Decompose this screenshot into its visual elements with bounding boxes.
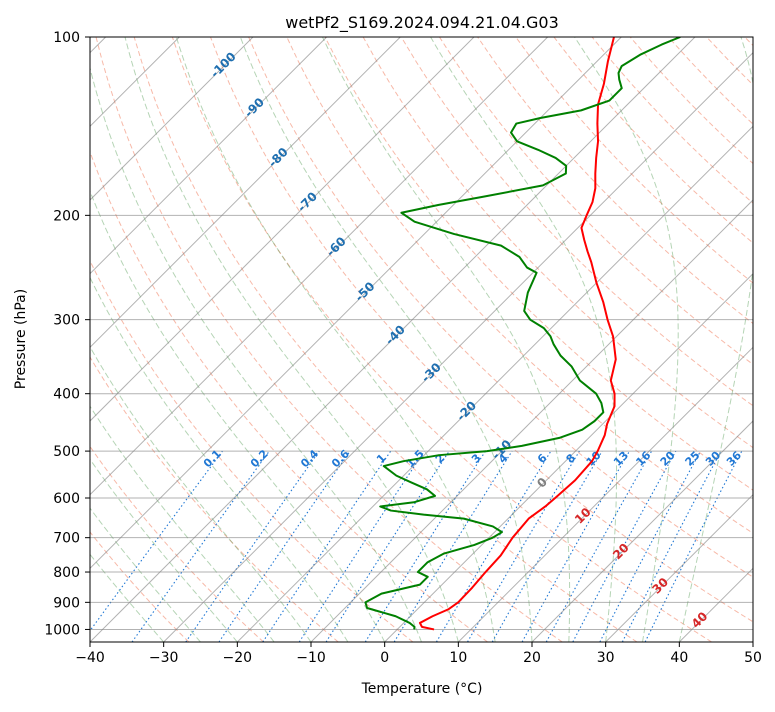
x-tick-label: −10	[296, 650, 326, 666]
x-tick-label: 0	[380, 650, 389, 666]
y-tick-label: 600	[53, 491, 80, 507]
y-tick-label: 200	[53, 208, 80, 224]
y-tick-label: 300	[53, 313, 80, 329]
x-axis-label: Temperature (°C)	[361, 681, 483, 697]
x-tick-label: 30	[597, 650, 615, 666]
x-tick-label: 20	[523, 650, 541, 666]
y-tick-label: 400	[53, 387, 80, 403]
x-tick-label: 40	[670, 650, 688, 666]
x-tick-label: 10	[449, 650, 467, 666]
y-axis-label: Pressure (hPa)	[13, 289, 29, 389]
x-tick-label: −20	[223, 650, 253, 666]
y-tick-label: 700	[53, 531, 80, 547]
y-tick-label: 1000	[44, 622, 80, 638]
x-tick-label: 50	[744, 650, 762, 666]
x-tick-label: −40	[75, 650, 105, 666]
x-tick-label: −30	[149, 650, 179, 666]
chart-title: wetPf2_S169.2024.094.21.04.G03	[285, 13, 559, 33]
y-tick-label: 500	[53, 444, 80, 460]
y-tick-label: 800	[53, 565, 80, 581]
y-tick-label: 900	[53, 595, 80, 611]
y-tick-label: 100	[53, 30, 80, 46]
